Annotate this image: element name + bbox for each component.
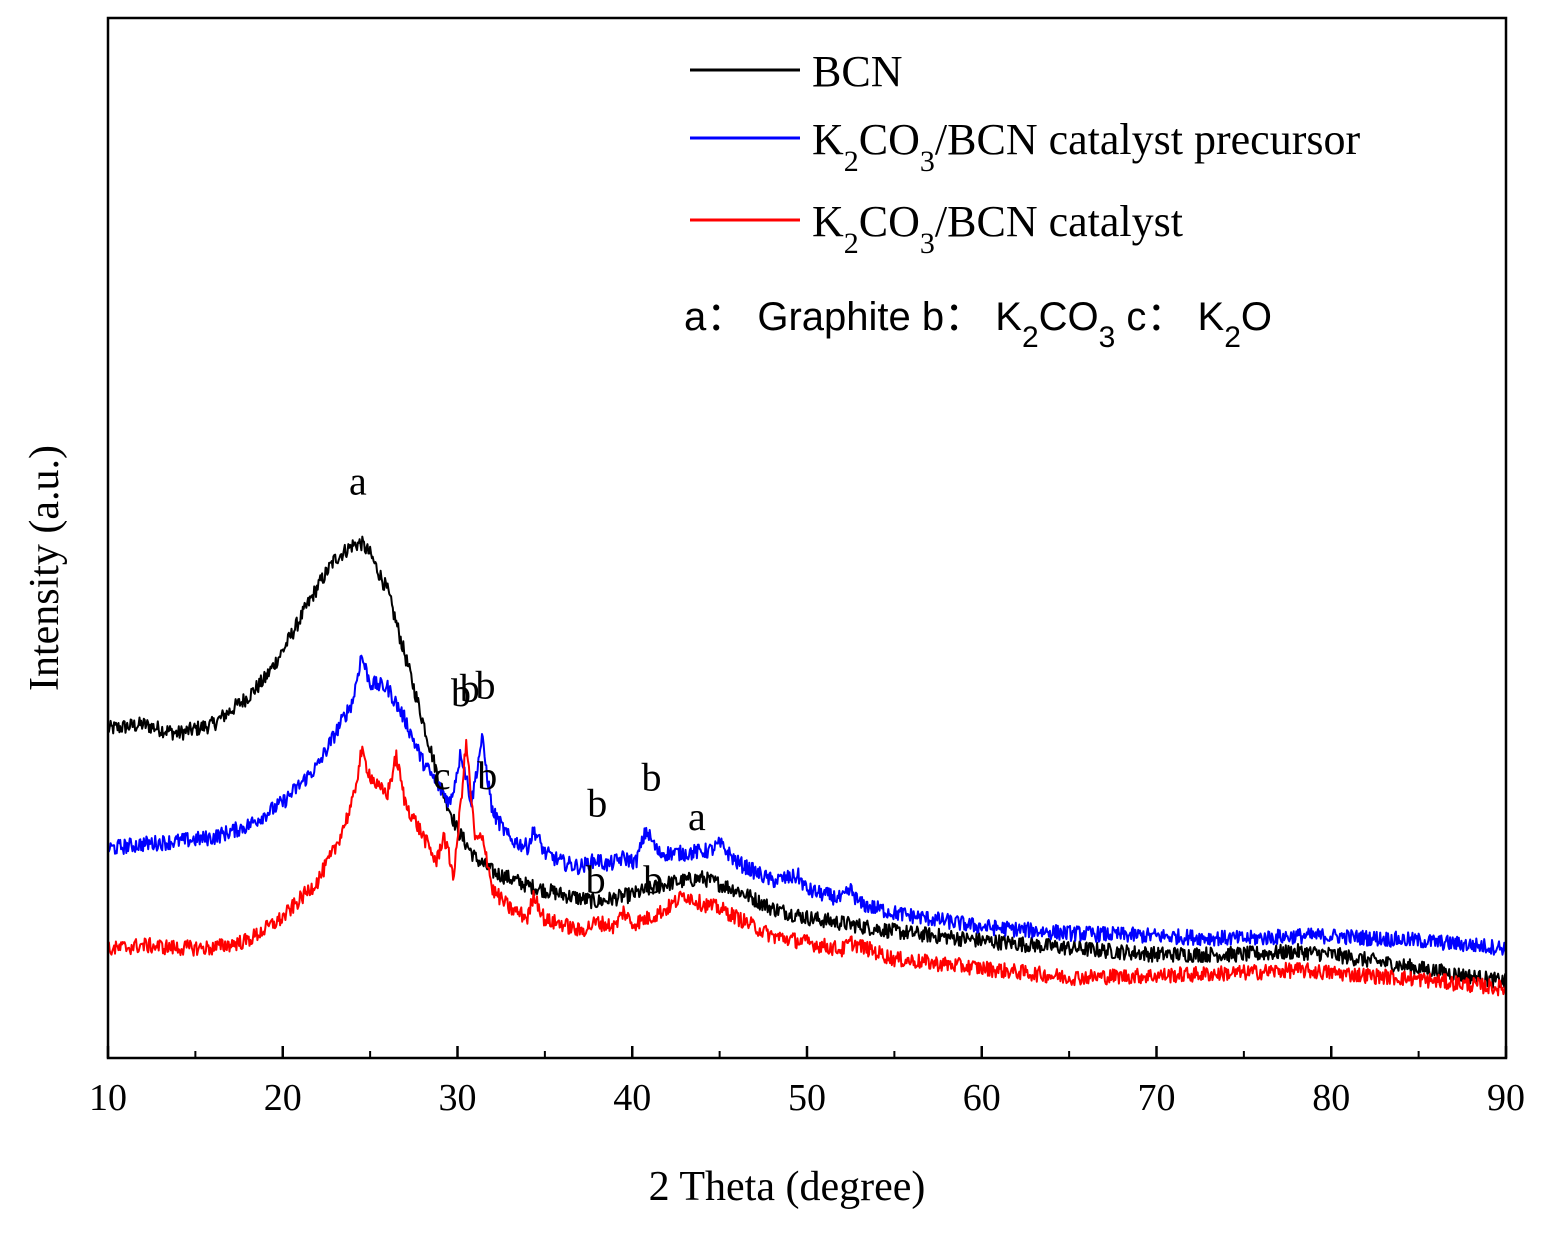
x-tick-label: 70 [1138, 1077, 1176, 1119]
x-tick-label: 10 [89, 1077, 127, 1119]
legend-label-2: K2CO3/BCN catalyst precursor [812, 115, 1360, 178]
series-line-2 [107, 654, 1507, 956]
legend: BCN K2CO3/BCN catalyst precursor K2CO3/BCN… [684, 47, 1360, 354]
legend-label-1: BCN [812, 47, 902, 96]
plot-frame [106, 16, 1508, 1060]
peak-label-2: a [688, 794, 706, 839]
peak-label-9: b [477, 753, 497, 798]
x-tick-label: 60 [963, 1077, 1001, 1119]
x-tick-label: 50 [788, 1077, 826, 1119]
x-tick-label: 80 [1312, 1077, 1350, 1119]
peak-label-3: b [451, 670, 471, 715]
x-axis-title: 2 Theta (degree) [649, 1164, 926, 1210]
x-tick-label: 20 [264, 1077, 302, 1119]
legend-label-3: K2CO3/BCN catalyst [812, 197, 1183, 260]
y-axis-title: Intensity (a.u.) [22, 445, 68, 691]
series-line-3 [107, 738, 1507, 997]
peak-label-8: c [433, 753, 451, 798]
peak-label-7: b [460, 665, 480, 710]
x-tick-label: 90 [1487, 1077, 1525, 1119]
x-axis-ticks: 10 20 30 40 50 60 70 80 90 [89, 1046, 1525, 1119]
peak-label-11: b [643, 857, 663, 902]
x-tick-label: 30 [439, 1077, 477, 1119]
series-line-1 [107, 535, 1507, 989]
peak-key-note: a： Graphite b： K2CO3 c： K2O [684, 295, 1272, 354]
series-layer [107, 535, 1507, 997]
peak-label-6: b [642, 755, 662, 800]
peak-label-1: a [349, 458, 367, 503]
peak-label-5: b [587, 780, 607, 825]
x-tick-label: 40 [613, 1077, 651, 1119]
peak-label-4: b [476, 663, 496, 708]
peak-label-10: b [586, 857, 606, 902]
